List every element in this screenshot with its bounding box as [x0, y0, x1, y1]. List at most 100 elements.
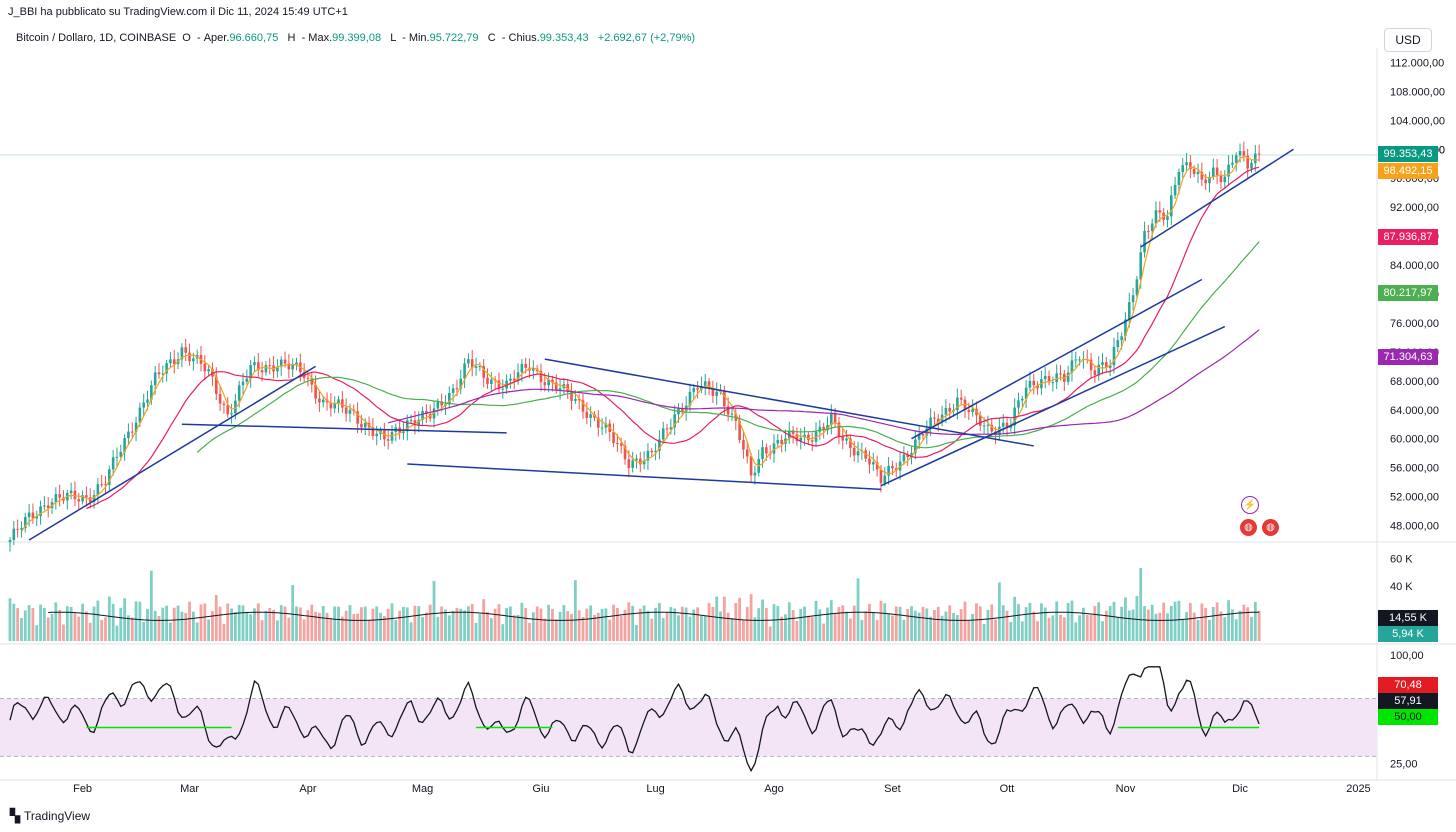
- volume-bar: [413, 605, 417, 641]
- volume-bar: [615, 607, 619, 641]
- candle-body: [986, 424, 990, 426]
- volume-bar: [791, 610, 795, 641]
- volume-bar: [467, 606, 470, 641]
- candle-body: [386, 439, 390, 441]
- candle-body: [12, 528, 16, 540]
- volume-bar: [917, 612, 921, 641]
- candle-body: [692, 388, 696, 392]
- candle-body: [1051, 382, 1055, 384]
- volume-bar: [818, 609, 822, 641]
- volume-bar: [172, 607, 176, 641]
- volume-bar: [933, 610, 936, 641]
- volume-bar: [1127, 610, 1131, 641]
- volume-bar: [562, 605, 566, 641]
- volume-bar: [88, 622, 92, 641]
- symbol-legend: Bitcoin / Dollaro, 1D, COINBASE O - Aper…: [16, 32, 696, 44]
- volume-bar: [994, 619, 997, 641]
- volume-bar: [218, 606, 222, 641]
- candle-body: [1028, 380, 1032, 388]
- candle-body: [879, 469, 883, 484]
- candle-body: [360, 423, 363, 428]
- low-prefix: Min.: [408, 32, 430, 44]
- volume-bar: [677, 615, 680, 641]
- volume-bar: [1227, 600, 1230, 641]
- brand-footer[interactable]: ▚ TradingView: [10, 808, 90, 824]
- volume-bar: [169, 622, 172, 641]
- volume-bar: [745, 606, 749, 641]
- candle-body: [1215, 167, 1219, 176]
- candle-body: [245, 378, 249, 382]
- candle-body: [1212, 167, 1215, 177]
- low-label: L: [390, 32, 396, 44]
- volume-bar: [214, 595, 218, 641]
- volume-bar: [165, 605, 169, 641]
- volume-bar: [245, 611, 249, 641]
- candle-body: [276, 366, 279, 372]
- volume-bar: [436, 616, 440, 641]
- volume-bar: [1154, 613, 1158, 641]
- candle-body: [1227, 164, 1230, 177]
- candle-body: [959, 397, 963, 400]
- volume-bar: [321, 605, 325, 641]
- volume-bar: [337, 606, 340, 641]
- volume-bar: [1208, 619, 1211, 641]
- volume-tag: 5,94 K: [1378, 626, 1438, 642]
- volume-bar: [1097, 602, 1101, 641]
- volume-bar: [990, 604, 994, 641]
- volume-bar: [123, 598, 126, 641]
- volume-bar: [554, 619, 558, 641]
- candle-body: [1009, 425, 1013, 428]
- currency-button[interactable]: USD: [1384, 28, 1432, 52]
- candle-body: [463, 363, 466, 379]
- candle-body: [574, 398, 577, 401]
- volume-bar: [1242, 604, 1246, 641]
- candle-body: [642, 460, 646, 465]
- volume-bar: [997, 582, 1001, 641]
- volume-bar: [451, 610, 455, 641]
- volume-bar: [1074, 622, 1078, 641]
- volume-bar: [314, 611, 317, 641]
- volume-bar: [188, 601, 191, 641]
- volume-bar: [558, 611, 562, 641]
- volume-bar: [787, 602, 791, 641]
- candle-body: [1223, 176, 1227, 183]
- candle-body: [85, 495, 88, 498]
- volume-bar: [898, 606, 902, 641]
- volume-bar: [1085, 614, 1089, 641]
- volume-bar: [772, 604, 776, 641]
- candle-body: [776, 439, 780, 444]
- candle-body: [852, 447, 856, 456]
- candle-body: [906, 454, 909, 458]
- candle-body: [459, 378, 463, 389]
- volume-bar: [375, 606, 379, 641]
- volume-bar: [971, 613, 975, 641]
- volume-bar: [1238, 610, 1242, 641]
- candle-body: [1001, 422, 1005, 427]
- volume-bar: [8, 598, 12, 641]
- candle-body: [81, 495, 84, 502]
- volume-bar: [715, 596, 719, 641]
- candle-body: [665, 428, 669, 430]
- symbol-name[interactable]: Bitcoin / Dollaro, 1D, COINBASE: [16, 32, 177, 44]
- candle-body: [856, 451, 860, 456]
- flag-us-icon-2[interactable]: ◍: [1262, 519, 1279, 536]
- candle-body: [138, 407, 142, 423]
- volume-bar: [1257, 610, 1261, 641]
- volume-bar: [573, 580, 577, 641]
- trend-line: [911, 278, 1203, 440]
- candle-body: [1181, 165, 1185, 172]
- volume-bar: [581, 616, 585, 641]
- volume-bar: [531, 612, 535, 641]
- volume-bar: [463, 610, 466, 641]
- candle-body: [631, 460, 634, 468]
- candle-body: [1105, 362, 1108, 368]
- volume-bar: [948, 605, 952, 641]
- volume-bar: [902, 619, 906, 641]
- volume-bar: [16, 608, 20, 641]
- flag-us-icon[interactable]: ◍: [1240, 519, 1257, 536]
- lightning-icon[interactable]: ⚡: [1241, 496, 1259, 514]
- candle-body: [161, 373, 165, 375]
- candle-body: [363, 422, 367, 428]
- volume-bar: [398, 610, 402, 641]
